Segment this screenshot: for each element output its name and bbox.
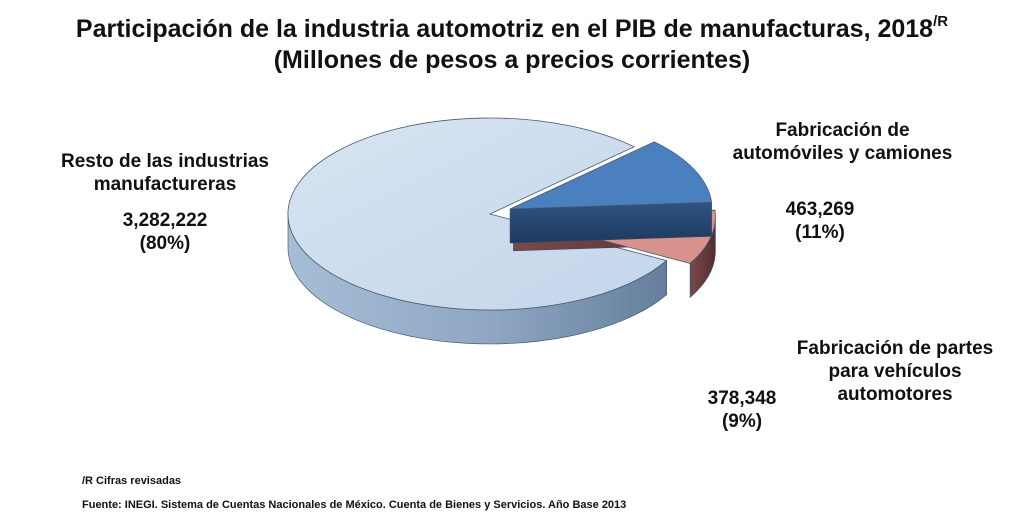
revised-note: /R Cifras revisadas [82, 475, 182, 487]
slice-label-partes: Fabricación de partes para vehículos aut… [775, 337, 1015, 406]
slice-pct-automoviles: (11%) [795, 222, 845, 243]
title-superscript: /R [933, 13, 949, 30]
slice-label-automoviles-line1: Fabricación de [775, 120, 910, 141]
pie-slice-automoviles [509, 141, 713, 244]
pie-slice-resto [287, 117, 668, 345]
slice-pct-partes: (9%) [721, 411, 763, 432]
pie-slice-automoviles-top [509, 141, 713, 210]
source-note: Fuente: INEGI. Sistema de Cuentas Nacion… [82, 499, 627, 511]
pie-slice-resto-top [287, 117, 668, 311]
title-line-2: (Millones de pesos a precios corrientes) [273, 46, 751, 74]
slice-value-partes: 378,348 [707, 388, 777, 409]
slice-label-partes-line2: para vehículos [828, 361, 962, 382]
slice-value-resto: 3,282,222 [122, 210, 208, 231]
slice-label-resto: Resto de las industrias manufactureras 3… [40, 150, 290, 255]
slice-value-automoviles-block: 463,269 (11%) [760, 198, 880, 244]
title-line-1: Participación de la industria automotriz… [75, 13, 949, 43]
slice-pct-resto: (80%) [139, 233, 191, 254]
slice-label-resto-line1: Resto de las industrias [60, 151, 269, 172]
slice-label-automoviles-line2: automóviles y camiones [732, 143, 953, 164]
chart-title: Participación de la industria automotriz… [0, 14, 1024, 76]
slice-label-automoviles: Fabricación de automóviles y camiones [700, 119, 985, 165]
slice-label-resto-line2: manufactureras [93, 174, 237, 195]
slice-label-partes-line1: Fabricación de partes [796, 338, 994, 359]
slice-label-partes-line3: automotores [837, 384, 953, 405]
slice-value-partes-block: 378,348 (9%) [682, 387, 802, 433]
slice-value-automoviles: 463,269 [785, 199, 855, 220]
